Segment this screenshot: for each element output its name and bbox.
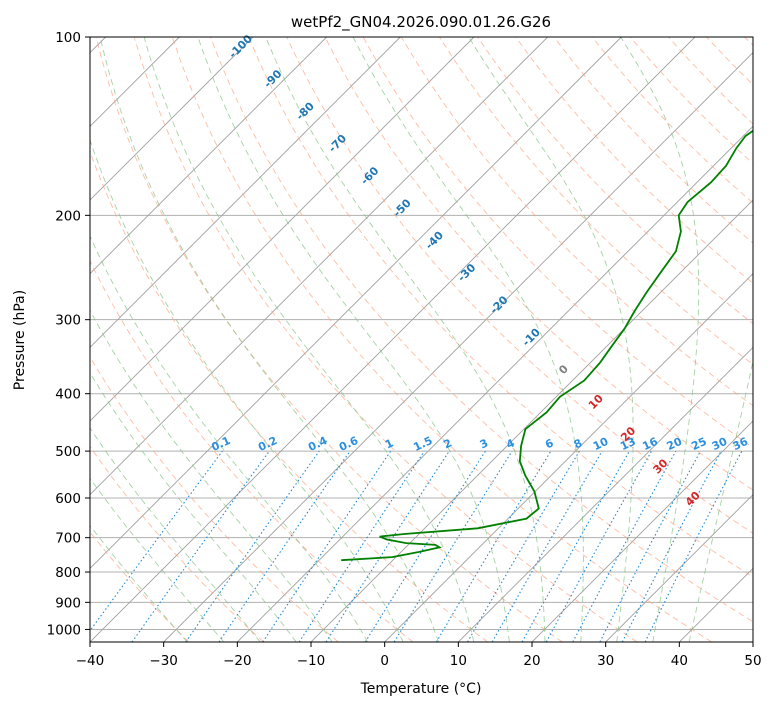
mixing-ratio-label: 25 bbox=[689, 435, 708, 453]
dry-adiabat bbox=[515, 37, 753, 284]
mixing-ratio-label: 20 bbox=[665, 435, 685, 453]
mixing-ratio-line bbox=[90, 450, 223, 632]
dry-adiabat bbox=[324, 37, 753, 491]
dry-adiabat bbox=[90, 356, 339, 642]
x-tick-label: 50 bbox=[744, 653, 761, 669]
dry-adiabat bbox=[248, 37, 753, 578]
x-tick-label: 10 bbox=[450, 653, 467, 669]
moist-adiabat bbox=[352, 37, 584, 642]
dry-adiabat bbox=[90, 445, 264, 642]
moist-adiabat bbox=[265, 37, 546, 642]
moist-adiabat bbox=[90, 427, 261, 642]
y-tick-label: 500 bbox=[55, 444, 81, 460]
dry-adiabat bbox=[171, 37, 712, 642]
isotherm-gridline bbox=[458, 346, 753, 642]
chart-title: wetPf2_GN04.2026.090.01.26.G26 bbox=[291, 13, 551, 32]
moist-adiabat bbox=[90, 309, 333, 642]
mixing-ratio-line bbox=[545, 450, 653, 642]
dewpoint-profile-line bbox=[341, 129, 753, 562]
moist-adiabat bbox=[90, 371, 297, 642]
mixing-ratio-label: 36 bbox=[731, 435, 751, 453]
moist-adiabat bbox=[197, 37, 510, 642]
mixing-ratio-label: 16 bbox=[640, 435, 660, 453]
mixing-ratio-line bbox=[185, 450, 320, 642]
y-tick-label: 400 bbox=[55, 387, 81, 403]
y-tick-label: 600 bbox=[55, 491, 81, 507]
mixing-ratio-line bbox=[644, 450, 743, 642]
isotherm-gridline bbox=[90, 37, 548, 496]
y-tick-label: 900 bbox=[55, 595, 81, 611]
x-tick-label: 40 bbox=[671, 653, 688, 669]
y-tick-label: 800 bbox=[55, 565, 81, 581]
dry-adiabat bbox=[95, 37, 563, 642]
mixing-ratio-line bbox=[393, 450, 513, 642]
mixing-ratio-line bbox=[325, 450, 450, 642]
y-tick-label: 700 bbox=[55, 531, 81, 547]
mixing-ratio-line bbox=[218, 450, 351, 642]
isotherm-gridline bbox=[531, 420, 753, 642]
mixing-ratio-label: 13 bbox=[618, 435, 637, 453]
plot-frame bbox=[89, 36, 754, 643]
x-tick-label: −10 bbox=[297, 653, 326, 669]
x-tick-label: 20 bbox=[523, 653, 540, 669]
moist-adiabat bbox=[143, 37, 475, 642]
moist-adiabat bbox=[90, 138, 404, 642]
mixing-ratio-label: 30 bbox=[710, 435, 730, 453]
isotherm-gridline bbox=[237, 125, 753, 642]
dry-adiabat bbox=[90, 259, 414, 642]
x-tick-label: −20 bbox=[223, 653, 252, 669]
moist-adiabat bbox=[688, 359, 753, 642]
x-axis-label: Temperature (°C) bbox=[360, 681, 482, 697]
isotherm-gridline bbox=[90, 37, 254, 201]
x-tick-label: −30 bbox=[149, 653, 178, 669]
mixing-ratio-label: 10 bbox=[591, 435, 611, 453]
x-tick-label: −40 bbox=[76, 653, 105, 669]
mixing-ratio-line bbox=[572, 450, 677, 642]
dry-adiabat bbox=[210, 37, 753, 623]
moist-adiabat bbox=[90, 235, 369, 642]
y-axis-label: Pressure (hPa) bbox=[12, 290, 28, 390]
moist-adiabat bbox=[99, 37, 439, 642]
dry-adiabat bbox=[286, 37, 753, 534]
x-tick-label: 0 bbox=[380, 653, 389, 669]
y-tick-label: 1000 bbox=[47, 622, 81, 638]
moist-adiabat bbox=[90, 477, 225, 642]
dry-adiabat bbox=[133, 37, 638, 642]
moist-adiabat bbox=[90, 524, 188, 642]
mixing-ratio-line bbox=[262, 450, 392, 642]
isotherm-gridline bbox=[163, 52, 753, 642]
isotherm-gridline bbox=[90, 37, 696, 642]
isotherm-gridline bbox=[90, 37, 475, 422]
mixing-ratio-line bbox=[521, 450, 630, 642]
isotherm-gridline bbox=[90, 37, 401, 348]
y-tick-label: 200 bbox=[55, 208, 81, 224]
mixing-ratio-line bbox=[131, 450, 270, 642]
isotherm-gridline bbox=[90, 37, 622, 569]
x-tick-label: 30 bbox=[597, 653, 614, 669]
isotherm-gridline bbox=[384, 273, 753, 642]
y-tick-label: 300 bbox=[55, 313, 81, 329]
isotherm-gridline bbox=[90, 37, 327, 275]
mixing-ratio-line bbox=[298, 450, 425, 642]
isotherm-gridline bbox=[605, 494, 753, 642]
moist-adiabat bbox=[620, 37, 700, 642]
y-tick-label: 100 bbox=[55, 30, 81, 46]
